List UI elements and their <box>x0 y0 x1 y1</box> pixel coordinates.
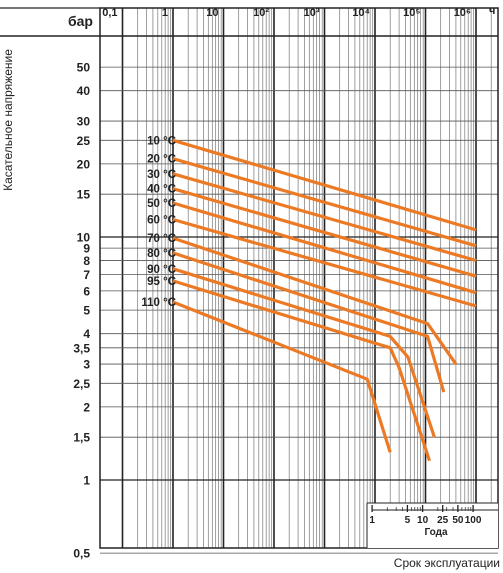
x-tick-label: 10⁴ <box>352 7 370 19</box>
plot-frame <box>0 7 499 549</box>
x-tick-label: 10⁵ <box>403 7 420 19</box>
years-tick-label: 100 <box>465 515 482 526</box>
y-tick-label: 8 <box>83 254 90 268</box>
x-tick-label: 1 <box>162 7 168 19</box>
y-tick-label: 30 <box>77 115 91 129</box>
series-label: 95 °C <box>147 276 176 288</box>
series-line <box>172 157 477 248</box>
series-line <box>172 300 392 453</box>
years-tick-label: 5 <box>405 515 411 526</box>
series-line <box>172 201 477 295</box>
x-tick-label: 10² <box>253 7 269 19</box>
series-line <box>172 172 477 263</box>
series-line <box>172 251 446 393</box>
series-label: 90 °C <box>147 264 176 276</box>
x-tick-label: 10⁶ <box>454 7 471 19</box>
years-axis-label: Года <box>424 527 447 538</box>
plot-border <box>99 7 499 549</box>
y-tick-label: 9 <box>83 242 90 256</box>
series-label: 30 °C <box>147 169 176 181</box>
y-tick-label: 1 <box>83 474 90 488</box>
y-tick-label: 4 <box>83 327 90 341</box>
y-tick-label: 0,5 <box>73 547 90 561</box>
x-unit-label: ч <box>489 5 495 17</box>
series-line <box>172 187 477 278</box>
y-axis-title: Касательное напряжение <box>1 49 15 191</box>
series-label: 50 °C <box>147 198 176 210</box>
temperature-labels: 10 °C 20 °C 30 °C 40 °C 50 °C 60 °C 70 °C 80 °C… <box>141 135 176 309</box>
series-line <box>172 217 477 308</box>
y-tick-label: 50 <box>77 61 91 75</box>
y-tick-label: 5 <box>83 304 90 318</box>
y-tick-label: 15 <box>77 188 91 202</box>
series-label: 40 °C <box>147 184 176 196</box>
series-label: 60 °C <box>147 215 176 227</box>
y-tick-label: 2 <box>83 400 90 414</box>
years-tick-label: 10 <box>417 515 429 526</box>
y-tick-label: 25 <box>77 134 91 148</box>
series-line <box>172 267 436 438</box>
y-unit-label: бар <box>68 13 93 29</box>
series-line <box>172 138 477 232</box>
y-tick-label: 10 <box>77 231 91 245</box>
y-tick-label: 3,5 <box>73 341 90 355</box>
y-tick-label: 6 <box>83 284 90 298</box>
years-axis: 1 5 10 25 50 100 Года <box>366 502 498 548</box>
y-tick-label: 1,5 <box>73 431 90 445</box>
y-tick-label: 3 <box>83 358 90 372</box>
series-label: 10 °C <box>147 135 176 147</box>
years-tick-label: 1 <box>369 515 375 526</box>
series-label: 70 °C <box>147 233 176 245</box>
tick-labels: 0,1 1 10 10² 10³ 10⁴ 10⁵ 10⁶ 0,5 1 1,5 2 2,5 3 3,54 5 6 7… <box>73 7 471 561</box>
y-tick-label: 40 <box>77 84 91 98</box>
x-tick-label: 0,1 <box>102 7 117 19</box>
major-grid <box>100 8 498 554</box>
series-lines <box>172 138 477 462</box>
series-line <box>172 279 432 462</box>
series-line <box>172 236 458 366</box>
series-label: 20 °C <box>147 154 176 166</box>
years-tick-label: 50 <box>452 515 464 526</box>
x-tick-label: 10 <box>206 7 218 19</box>
y-tick-label: 20 <box>77 157 91 171</box>
series-label: 80 °C <box>147 248 176 260</box>
years-tick-label: 25 <box>437 515 449 526</box>
y-tick-label: 7 <box>83 268 90 282</box>
y-tick-label: 2,5 <box>73 377 90 391</box>
x-tick-label: 10³ <box>304 7 320 19</box>
series-label: 110 °C <box>141 297 176 309</box>
x-axis-title: Срок эксплуатации <box>394 556 500 570</box>
